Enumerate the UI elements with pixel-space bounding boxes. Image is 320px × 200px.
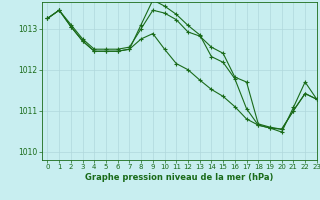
- X-axis label: Graphe pression niveau de la mer (hPa): Graphe pression niveau de la mer (hPa): [85, 173, 273, 182]
